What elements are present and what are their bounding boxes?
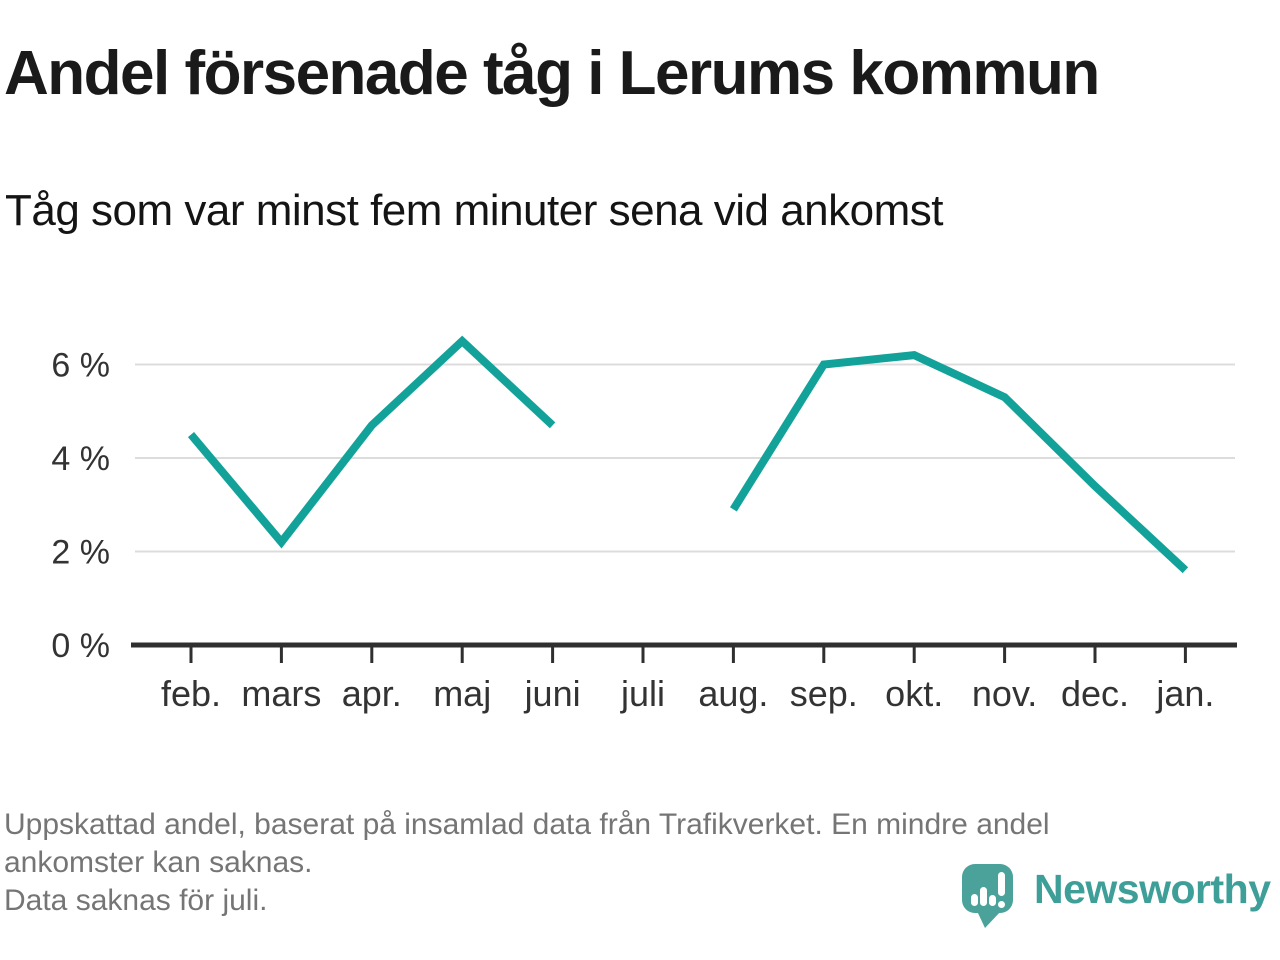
- y-tick-label: 0 %: [51, 627, 110, 665]
- missing-data-note: Data saknas för juli.: [4, 884, 268, 917]
- footer-notes: Uppskattad andel, baserat på insamlad da…: [4, 806, 1050, 920]
- speech-bubble-bar-chart-icon: [962, 864, 1013, 913]
- y-tick-label: 4 %: [51, 440, 110, 478]
- speech-bubble-tail-icon: [977, 911, 1001, 928]
- x-tick-label: sep.: [790, 673, 858, 714]
- x-tick-label: dec.: [1061, 673, 1129, 714]
- source-note-line: Uppskattad andel, baserat på insamlad da…: [4, 808, 1050, 841]
- x-tick-label: aug.: [698, 673, 768, 714]
- page-subtitle: Tåg som var minst fem minuter sena vid a…: [5, 186, 944, 235]
- x-tick-label: jan.: [1155, 673, 1214, 714]
- data-line-segment: [730, 351, 1189, 574]
- logo-exclamation-dot-icon: [998, 901, 1005, 908]
- y-tick-label: 6 %: [51, 347, 110, 385]
- x-tick-label: feb.: [161, 673, 221, 714]
- newsworthy-logo: Newsworthy: [962, 862, 1278, 934]
- brand-name: Newsworthy: [1034, 866, 1271, 912]
- x-tick-label: mars: [241, 673, 321, 714]
- logo-bar-icon: [971, 894, 978, 906]
- data-line-segment: [187, 335, 556, 549]
- logo-bar-icon: [989, 895, 996, 906]
- x-tick-label: maj: [433, 673, 491, 714]
- x-tick-label: apr.: [342, 673, 402, 714]
- y-tick-label: 2 %: [51, 534, 110, 572]
- logo-exclamation-icon: [998, 872, 1005, 896]
- x-tick-label: nov.: [972, 673, 1037, 714]
- x-tick-label: juni: [524, 673, 581, 714]
- source-note-line: ankomster kan saknas.: [4, 846, 313, 879]
- x-tick-label: okt.: [885, 673, 943, 714]
- logo-bar-icon: [980, 887, 987, 906]
- page-title: Andel försenade tåg i Lerums kommun: [4, 39, 1100, 108]
- x-tick-label: juli: [620, 673, 665, 714]
